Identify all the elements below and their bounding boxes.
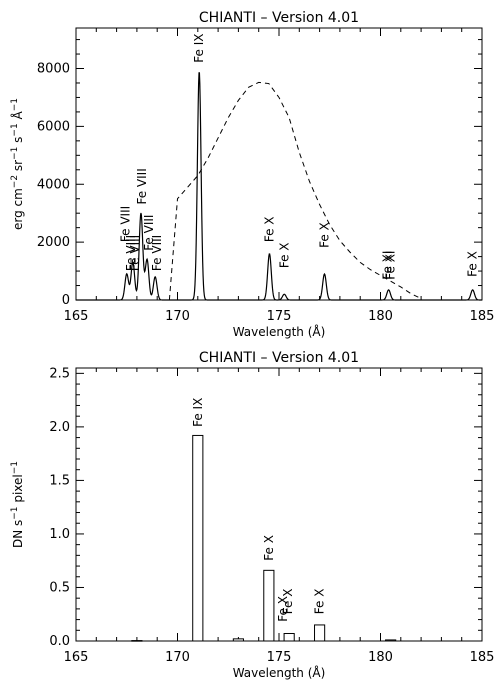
y-tick-label: 2.0 bbox=[49, 420, 70, 435]
y-axis-label: DN s−1 pixel−1 bbox=[10, 461, 25, 548]
x-axis-label: Wavelength (Å) bbox=[233, 324, 326, 339]
x-tick-label: 185 bbox=[470, 650, 495, 665]
y-tick-label: 4000 bbox=[37, 177, 70, 192]
x-tick-label: 180 bbox=[368, 309, 393, 324]
y-tick-label: 8000 bbox=[37, 62, 70, 77]
y-tick-label: 0 bbox=[62, 293, 70, 308]
data-annotation-label: Fe X bbox=[276, 596, 290, 622]
data-annotation-label: Fe X bbox=[262, 535, 276, 561]
data-annotation-label: Fe X bbox=[277, 242, 291, 268]
x-tick-label: 175 bbox=[267, 309, 292, 324]
bar bbox=[314, 624, 326, 642]
bar bbox=[385, 639, 397, 642]
x-axis-label: Wavelength (Å) bbox=[233, 665, 326, 680]
series-response-dashed-line bbox=[168, 81, 422, 301]
data-annotation-label: Fe X bbox=[281, 589, 295, 615]
y-tick-label: 1.0 bbox=[49, 527, 70, 542]
x-tick-label: 165 bbox=[64, 650, 89, 665]
y-axis-label: erg cm−2 sr−1 s−1 Å−1 bbox=[10, 98, 25, 230]
y-axis-label-part: s bbox=[11, 137, 25, 147]
data-annotation-label: Fe VIII bbox=[124, 235, 138, 271]
x-tick-label: 180 bbox=[368, 650, 393, 665]
y-tick-label: 2000 bbox=[37, 235, 70, 250]
chart-panel-2: CHIANTI – Version 4.01 165 170 175 180 185 0.0… bbox=[10, 350, 494, 680]
bar bbox=[131, 640, 143, 642]
data-annotation-label: Fe VIII bbox=[142, 215, 156, 251]
chart-title: CHIANTI – Version 4.01 bbox=[199, 10, 359, 26]
data-annotation-label: Fe X bbox=[466, 251, 480, 277]
bar bbox=[263, 569, 275, 642]
y-axis-label-part: erg cm bbox=[11, 188, 25, 230]
y-tick-label: 0.0 bbox=[49, 634, 70, 649]
x-tick-label: 165 bbox=[64, 309, 89, 324]
y-axis-label-part: −1 bbox=[10, 147, 20, 160]
y-tick-label: 2.5 bbox=[49, 366, 70, 381]
series-spectrum-line bbox=[76, 72, 482, 301]
bar bbox=[192, 434, 204, 642]
data-annotation-label: Fe VIII bbox=[150, 235, 164, 271]
y-axis-label-part: sr bbox=[11, 160, 25, 175]
y-tick-label: 6000 bbox=[37, 119, 70, 134]
data-annotation-label: Fe XI bbox=[384, 251, 398, 280]
data-annotation-label: Fe VIII bbox=[135, 168, 149, 204]
x-tick-label: 170 bbox=[165, 650, 190, 665]
data-annotation-label: Fe X bbox=[317, 222, 331, 248]
y-axis-label-part: DN s bbox=[11, 520, 25, 548]
y-axis-label-part: Å bbox=[10, 110, 25, 123]
data-annotation-label: Fe IX bbox=[192, 34, 206, 63]
y-axis-label-part: −2 bbox=[10, 175, 20, 188]
y-axis-label-part: −1 bbox=[10, 123, 20, 136]
bar bbox=[283, 633, 295, 642]
data-annotation-label: Fe VIII bbox=[128, 235, 142, 271]
y-axis-label-part: −1 bbox=[10, 461, 20, 474]
y-axis-label-part: −1 bbox=[10, 506, 20, 519]
data-annotation-label: Fe X bbox=[262, 216, 276, 242]
x-tick-label: 185 bbox=[470, 309, 495, 324]
chart-title: CHIANTI – Version 4.01 bbox=[199, 350, 359, 366]
data-annotation-label: Fe VIII bbox=[119, 206, 133, 242]
x-tick-label: 170 bbox=[165, 309, 190, 324]
y-tick-label: 0.5 bbox=[49, 580, 70, 595]
chart-panel-1: CHIANTI – Version 4.01 165 170 175 180 185 0 20… bbox=[10, 10, 494, 339]
data-annotation-label: Fe IX bbox=[191, 398, 205, 427]
y-tick-label: 1.5 bbox=[49, 473, 70, 488]
y-axis-label-part: pixel bbox=[11, 474, 25, 506]
data-annotation-label: Fe XI bbox=[381, 251, 395, 280]
y-axis-label-part: −1 bbox=[10, 98, 20, 111]
x-tick-label: 175 bbox=[267, 650, 292, 665]
data-annotation-label: Fe X bbox=[313, 589, 327, 615]
bar bbox=[232, 638, 244, 642]
